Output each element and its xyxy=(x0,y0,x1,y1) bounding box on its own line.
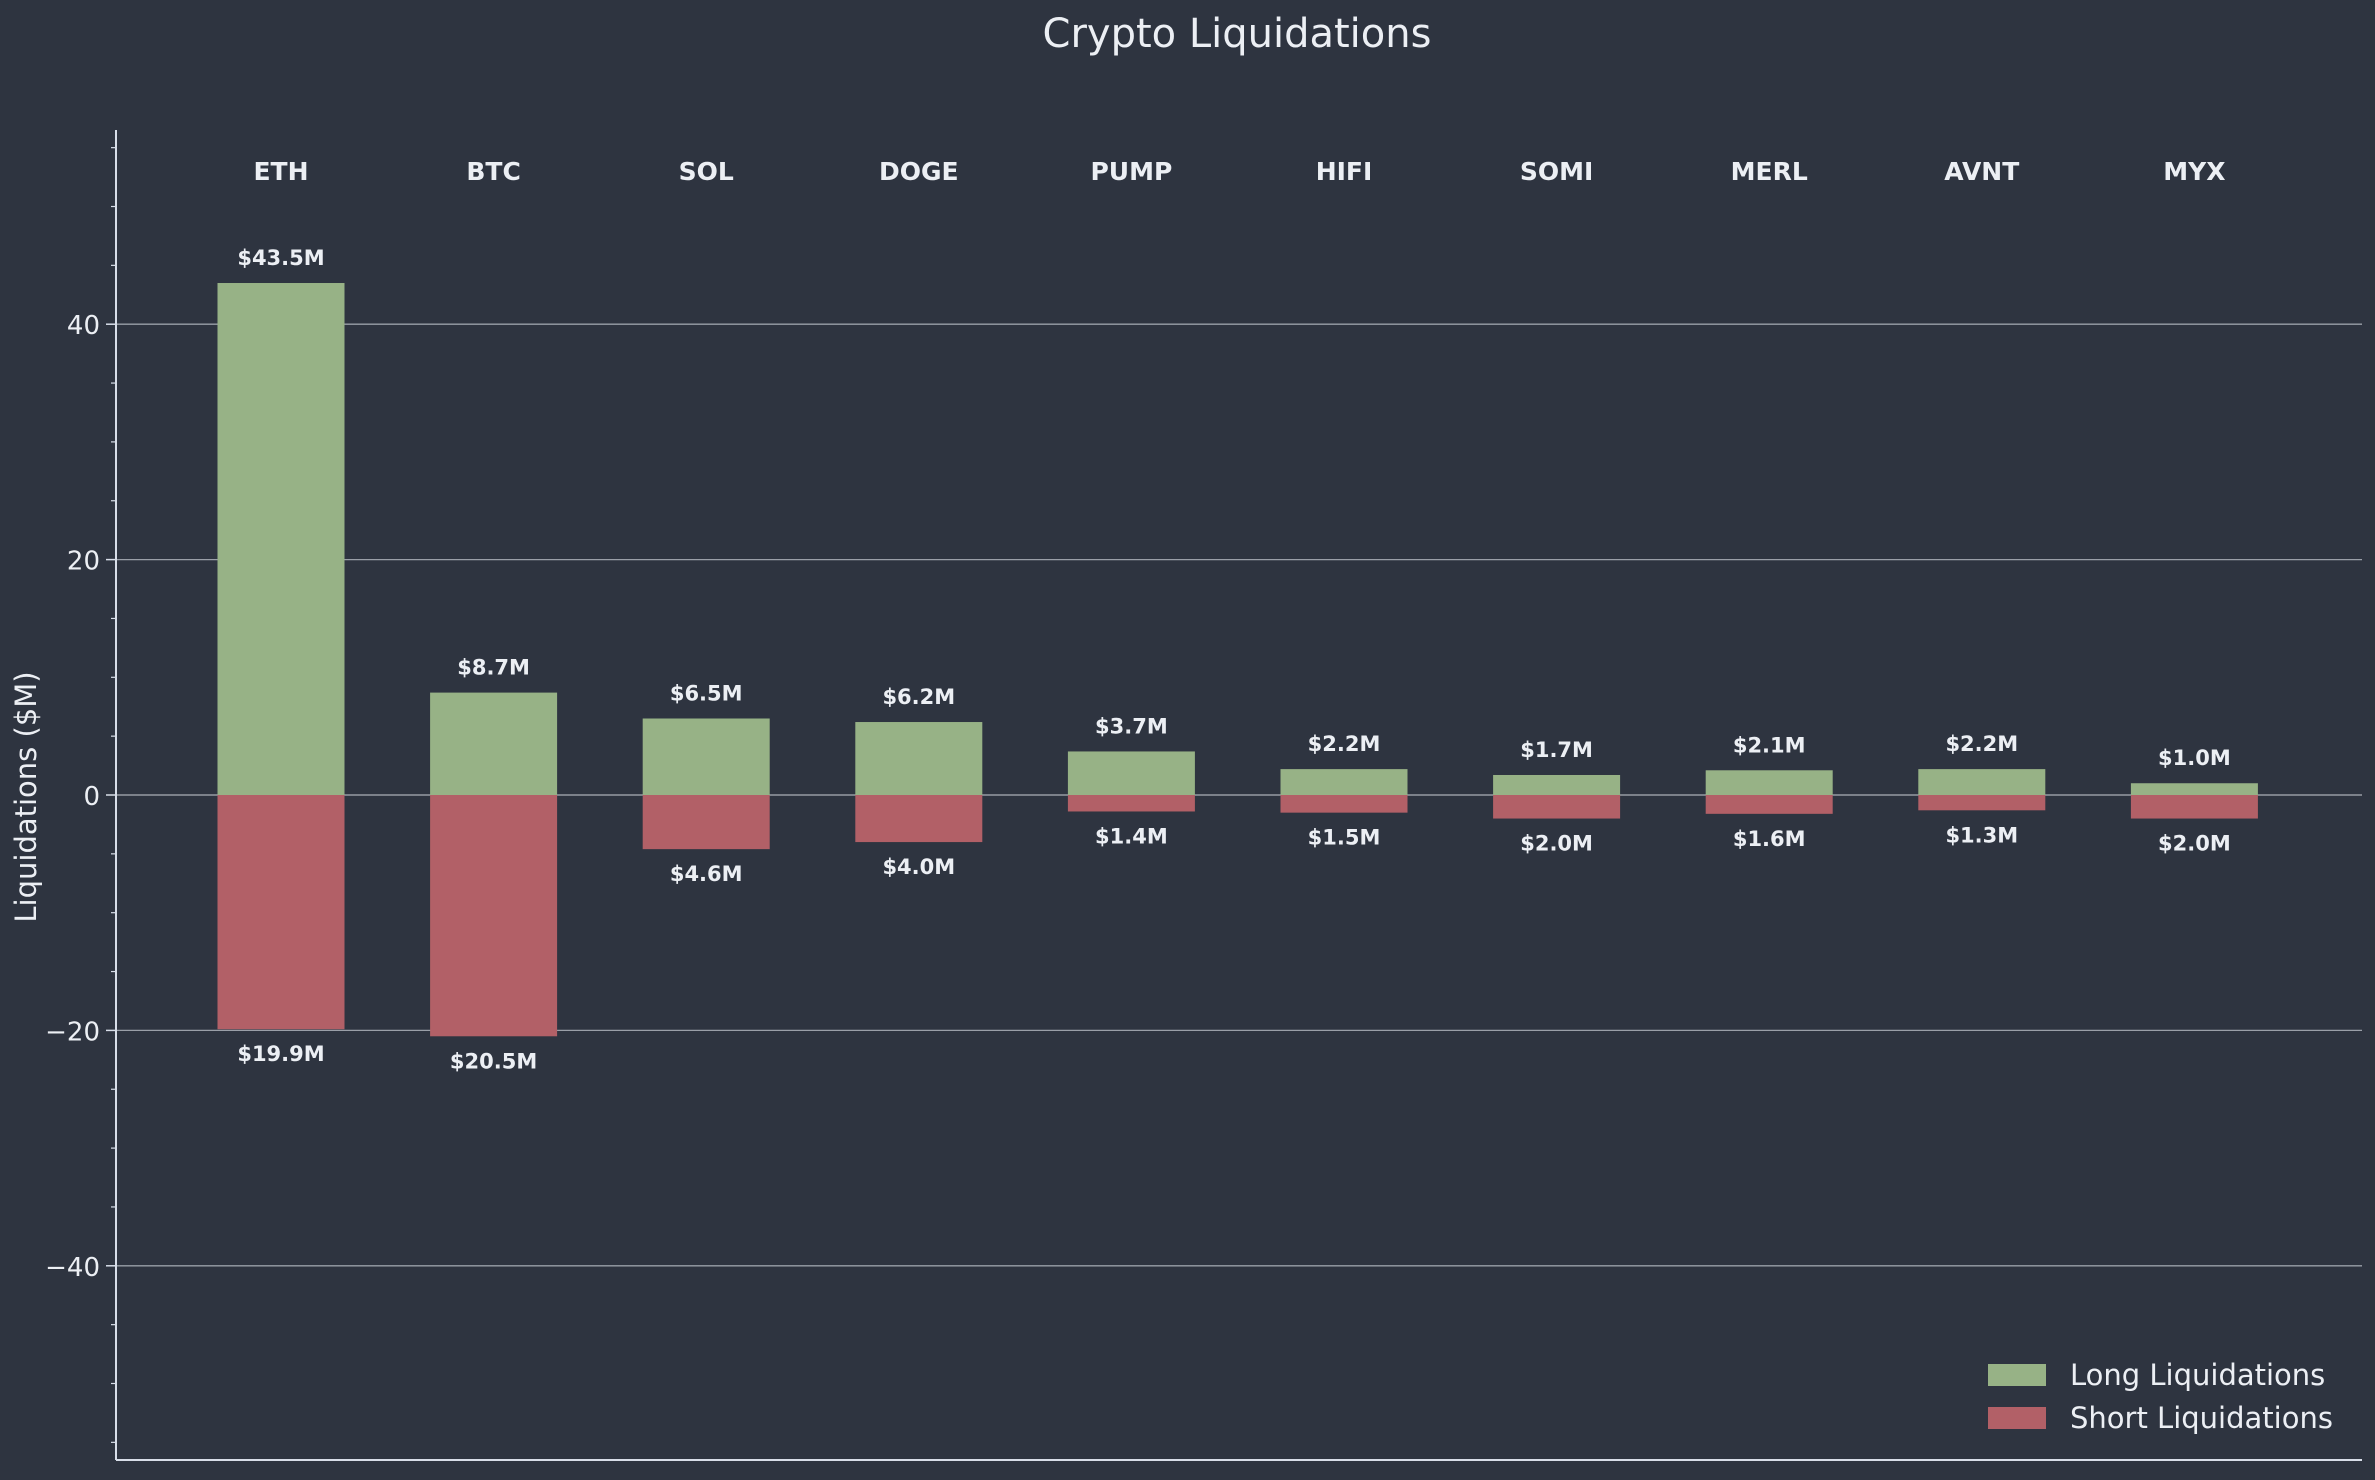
short-liquidation-bar xyxy=(2130,795,2258,819)
long-liquidation-bar xyxy=(1067,751,1195,795)
category-label: HIFI xyxy=(1316,157,1373,186)
legend: Long Liquidations Short Liquidations xyxy=(1988,1358,2333,1435)
long-liquidation-bar xyxy=(642,718,770,795)
category-label: ETH xyxy=(253,157,308,186)
long-liquidation-bar xyxy=(430,692,558,795)
category-label: DOGE xyxy=(879,157,959,186)
legend-swatch xyxy=(1988,1407,2046,1429)
y-tick-label: 20 xyxy=(67,547,100,577)
short-liquidation-bar xyxy=(1280,795,1408,813)
bars xyxy=(217,283,2258,1037)
y-tick-label: −20 xyxy=(45,1017,100,1047)
short-liquidation-bar xyxy=(1918,795,2046,811)
short-liquidation-bar xyxy=(1067,795,1195,812)
short-liquidation-bar xyxy=(1705,795,1833,814)
long-value-label: $2.2M xyxy=(1945,732,2018,756)
long-value-label: $1.0M xyxy=(2158,746,2231,770)
category-label: SOMI xyxy=(1520,157,1593,186)
long-value-label: $43.5M xyxy=(237,246,324,270)
category-label: SOL xyxy=(679,157,734,186)
long-liquidation-bar xyxy=(1493,774,1621,795)
long-value-label: $2.2M xyxy=(1308,732,1381,756)
data-labels: ETH BTC SOL DOGE PUMP HIFI SOMI MERL AVNT MYX $43.… xyxy=(237,157,2230,1073)
long-liquidation-bar xyxy=(1280,769,1408,795)
long-liquidation-bar xyxy=(855,722,983,795)
legend-swatch xyxy=(1988,1364,2046,1386)
long-value-label: $3.7M xyxy=(1095,714,1168,738)
axes: −40 −20 0 20 40 xyxy=(45,130,2362,1461)
short-value-label: $2.0M xyxy=(2158,832,2231,856)
short-value-label: $2.0M xyxy=(1520,832,1593,856)
y-tick-label: 0 xyxy=(83,782,100,812)
short-value-label: $20.5M xyxy=(450,1049,537,1073)
y-axis-label: Liquidations ($M) xyxy=(9,671,43,922)
short-value-label: $1.3M xyxy=(1945,823,2018,847)
category-label: AVNT xyxy=(1944,157,2019,186)
category-label: PUMP xyxy=(1090,157,1172,186)
long-value-label: $2.1M xyxy=(1733,733,1806,757)
y-tick-label: 40 xyxy=(67,311,100,341)
category-label: BTC xyxy=(466,157,520,186)
chart-title: Crypto Liquidations xyxy=(1043,11,1432,57)
short-liquidation-bar xyxy=(642,795,770,850)
short-value-label: $1.5M xyxy=(1308,826,1381,850)
long-liquidation-bar xyxy=(217,283,345,795)
y-tick-label: −40 xyxy=(45,1253,100,1283)
short-value-label: $1.4M xyxy=(1095,824,1168,848)
long-liquidation-bar xyxy=(1705,770,1833,795)
long-value-label: $6.5M xyxy=(670,681,743,705)
short-value-label: $4.0M xyxy=(882,855,955,879)
long-value-label: $1.7M xyxy=(1520,738,1593,762)
short-value-label: $1.6M xyxy=(1733,827,1806,851)
short-value-label: $4.6M xyxy=(670,862,743,886)
legend-label: Long Liquidations xyxy=(2070,1358,2325,1392)
short-liquidation-bar xyxy=(855,795,983,843)
long-value-label: $6.2M xyxy=(882,685,955,709)
short-liquidation-bar xyxy=(217,795,345,1030)
short-liquidation-bar xyxy=(430,795,558,1037)
long-liquidation-bar xyxy=(1918,769,2046,795)
category-label: MYX xyxy=(2163,157,2225,186)
short-liquidation-bar xyxy=(1493,795,1621,819)
category-label: MERL xyxy=(1731,157,1808,186)
short-value-label: $19.9M xyxy=(237,1042,324,1066)
long-liquidation-bar xyxy=(2130,783,2258,795)
long-value-label: $8.7M xyxy=(457,656,530,680)
legend-label: Short Liquidations xyxy=(2070,1401,2333,1435)
